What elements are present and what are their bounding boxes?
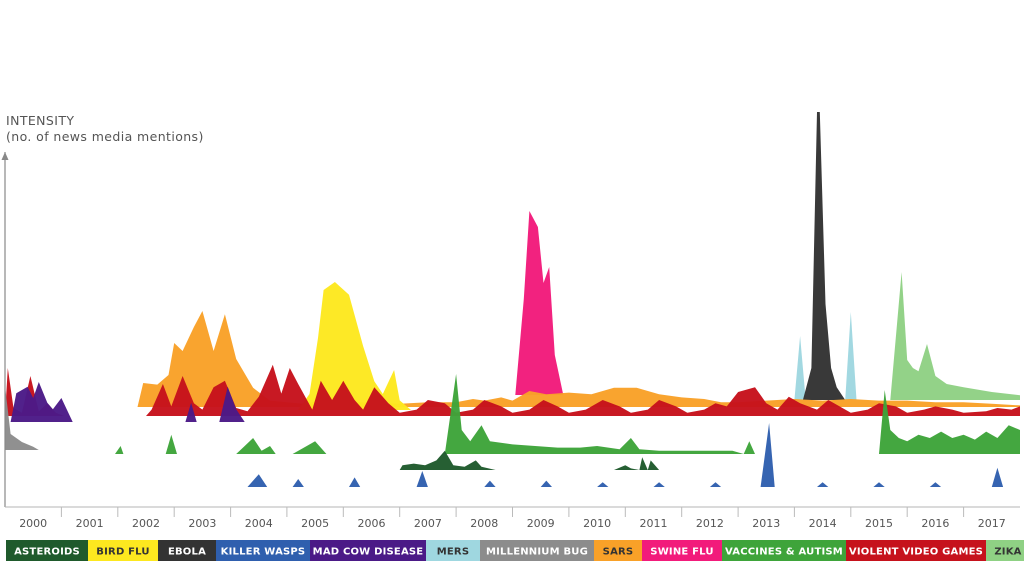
x-tick-label-2014: 2014 (809, 517, 837, 530)
x-tick-label-2010: 2010 (583, 517, 611, 530)
legend-label: SARS (603, 547, 634, 558)
x-tick-label-2011: 2011 (640, 517, 668, 530)
x-tick-label-2001: 2001 (76, 517, 104, 530)
x-tick-label-2015: 2015 (865, 517, 893, 530)
legend-item-swine-flu: SWINE FLU (642, 540, 722, 561)
legend-item-millennium-bug: MILLENNIUM BUG (480, 540, 594, 561)
x-tick-label-2007: 2007 (414, 517, 442, 530)
series-area-asteroids (399, 450, 660, 470)
series-area-mad-cow-disease (10, 382, 245, 422)
legend-swatch (722, 540, 846, 561)
legend-label: MAD COW DISEASE (313, 547, 424, 558)
legend: ASTEROIDS BIRD FLU EBOLA KILLER WASPS MAD CO… (6, 540, 1024, 561)
series-area-mers (794, 312, 857, 400)
y-axis-sublabel: (no. of news media mentions) (6, 129, 204, 144)
legend-item-mad-cow-disease: MAD COW DISEASE (310, 540, 426, 561)
series-area-swine-flu (515, 211, 564, 395)
x-axis-ticks: 2000 2001 2002 2003 2004 2005 2006 2007 2008 2009… (19, 507, 1006, 530)
legend-swatch (310, 540, 426, 561)
legend-swatch (642, 540, 722, 561)
y-axis-arrow (1, 152, 9, 160)
area-layers (5, 112, 1020, 487)
legend-label: ASTEROIDS (14, 547, 80, 558)
legend-item-mers: MERS (426, 540, 480, 561)
legend-swatch (216, 540, 310, 561)
legend-swatch (6, 540, 88, 561)
legend-swatch (158, 540, 216, 561)
x-tick-label-2006: 2006 (358, 517, 386, 530)
x-tick-label-2000: 2000 (19, 517, 47, 530)
series-area-vaccines-and-autism (115, 374, 1020, 454)
legend-label: MERS (437, 547, 470, 558)
legend-swatch (986, 540, 1024, 561)
legend-label: KILLER WASPS (221, 547, 306, 558)
x-tick-label-2012: 2012 (696, 517, 724, 530)
series-area-ebola (802, 112, 846, 400)
legend-item-violent-video-games: VIOLENT VIDEO GAMES (846, 540, 986, 561)
legend-label: ZIKA (994, 547, 1021, 558)
legend-label: VACCINES & AUTISM (725, 547, 843, 558)
series-area-bird-flu (298, 282, 411, 410)
series-area-millennium-bug (5, 386, 39, 450)
x-tick-label-2002: 2002 (132, 517, 160, 530)
legend-item-ebola: EBOLA (158, 540, 216, 561)
x-tick-label-2017: 2017 (978, 517, 1006, 530)
legend-item-zika: ZIKA (986, 540, 1024, 561)
legend-label: MILLENNIUM BUG (486, 547, 588, 558)
series-area-zika (890, 272, 1020, 400)
x-tick-label-2009: 2009 (527, 517, 555, 530)
legend-swatch (846, 540, 986, 561)
legend-swatch (480, 540, 594, 561)
legend-swatch (88, 540, 158, 561)
legend-label: VIOLENT VIDEO GAMES (849, 547, 983, 558)
legend-item-bird-flu: BIRD FLU (88, 540, 158, 561)
x-tick-label-2005: 2005 (301, 517, 329, 530)
legend-label: EBOLA (168, 547, 206, 558)
x-tick-label-2016: 2016 (921, 517, 949, 530)
series-area-violent-video-games (5, 364, 1020, 416)
x-tick-label-2004: 2004 (245, 517, 273, 530)
legend-item-sars: SARS (594, 540, 642, 561)
legend-item-vaccines-and-autism: VACCINES & AUTISM (722, 540, 846, 561)
legend-item-asteroids: ASTEROIDS (6, 540, 88, 561)
legend-swatch (594, 540, 642, 561)
y-axis-label: INTENSITY (6, 113, 74, 128)
x-tick-label-2013: 2013 (752, 517, 780, 530)
legend-label: SWINE FLU (650, 547, 713, 558)
legend-label: BIRD FLU (96, 547, 149, 558)
legend-item-killer-wasps: KILLER WASPS (216, 540, 310, 561)
legend-swatch (426, 540, 480, 561)
x-tick-label-2003: 2003 (188, 517, 216, 530)
x-tick-label-2008: 2008 (470, 517, 498, 530)
